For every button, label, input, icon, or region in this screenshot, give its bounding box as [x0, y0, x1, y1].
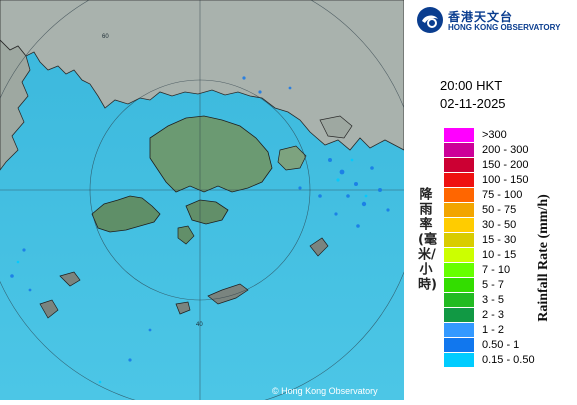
legend-item: 0.50 - 1 [444, 338, 577, 353]
map-copyright: © Hong Kong Observatory [272, 386, 378, 396]
legend-item: 10 - 15 [444, 248, 577, 263]
legend-swatch [444, 248, 474, 263]
logo-text-cn: 香港天文台 [448, 10, 514, 24]
legend-label: 0.15 - 0.50 [482, 354, 535, 366]
legend-item: 100 - 150 [444, 173, 577, 188]
east-coast-land [319, 115, 353, 139]
hong-kong-island [185, 199, 229, 225]
legend-label: 3 - 5 [482, 294, 505, 306]
timestamp-date: 02-11-2025 [440, 96, 506, 111]
legend-label: 1 - 2 [482, 324, 505, 336]
legend-item: 3 - 5 [444, 293, 577, 308]
legend-label: 30 - 50 [482, 219, 517, 231]
legend-label: 150 - 200 [482, 159, 529, 171]
timestamp-time: 20:00 HKT [440, 78, 503, 93]
legend-swatch [444, 353, 474, 368]
legend-label: 100 - 150 [482, 174, 529, 186]
legend-swatch [444, 263, 474, 278]
legend-item: >300 [444, 128, 577, 143]
legend-swatch [444, 338, 474, 353]
legend-label: 200 - 300 [482, 144, 529, 156]
legend-swatch [444, 278, 474, 293]
legend-swatch [444, 308, 474, 323]
east-island-2 [309, 237, 329, 257]
range-rings [0, 0, 404, 400]
legend-item: 150 - 200 [444, 158, 577, 173]
legend-swatch [444, 218, 474, 233]
legend-swatch [444, 188, 474, 203]
legend-item: 50 - 75 [444, 203, 577, 218]
west-island-2 [59, 271, 81, 287]
legend-label: 7 - 10 [482, 264, 511, 276]
legend-label: 75 - 100 [482, 189, 523, 201]
legend-label: 50 - 75 [482, 204, 517, 216]
legend-item: 1 - 2 [444, 323, 577, 338]
legend-swatch [444, 158, 474, 173]
legend-label: 5 - 7 [482, 279, 505, 291]
south-island-2 [175, 301, 191, 315]
legend-panel: 香港天文台 HONG KONG OBSERVATORY 20:00 HKT 02… [404, 0, 577, 400]
radar-map: 60 40 © Hong Kong Observatory [0, 0, 404, 400]
legend-item: 5 - 7 [444, 278, 577, 293]
lamma-island [177, 225, 195, 245]
legend-item: 30 - 50 [444, 218, 577, 233]
legend-item: 75 - 100 [444, 188, 577, 203]
light-rain-echoes [16, 158, 368, 384]
legend-label: 15 - 30 [482, 234, 517, 246]
east-islands [277, 145, 307, 171]
legend-item: 200 - 300 [444, 143, 577, 158]
mainland-west-coast [0, 39, 31, 171]
range-ring-label-outer: 60 [102, 34, 109, 40]
legend-swatch [444, 128, 474, 143]
legend-label: 2 - 3 [482, 309, 505, 321]
mainland-land [0, 0, 404, 151]
legend-label: 10 - 15 [482, 249, 517, 261]
lantau-island [91, 195, 161, 233]
legend-label: >300 [482, 129, 507, 141]
rain-echoes [10, 76, 390, 362]
hko-logo-icon [417, 7, 443, 33]
legend-swatch [444, 233, 474, 248]
legend-label: 0.50 - 1 [482, 339, 520, 351]
legend-item: 15 - 30 [444, 233, 577, 248]
legend-swatch [444, 203, 474, 218]
hko-logo: 香港天文台 HONG KONG OBSERVATORY [416, 6, 576, 36]
legend-swatch [444, 173, 474, 188]
logo-text-en: HONG KONG OBSERVATORY [448, 23, 561, 32]
legend-item: 2 - 3 [444, 308, 577, 323]
south-island-1 [207, 283, 249, 305]
legend-swatch [444, 293, 474, 308]
legend-item: 0.15 - 0.50 [444, 353, 577, 368]
radar-map-graphic: 60 40 © Hong Kong Observatory [0, 0, 404, 400]
legend-item: 7 - 10 [444, 263, 577, 278]
west-island-1 [39, 299, 59, 319]
range-ring-label-inner: 40 [196, 322, 203, 328]
legend-swatch [444, 143, 474, 158]
new-territories [149, 115, 273, 193]
legend-swatch [444, 323, 474, 338]
legend-title-cn: 降雨率(毫米/小時) [418, 187, 437, 293]
